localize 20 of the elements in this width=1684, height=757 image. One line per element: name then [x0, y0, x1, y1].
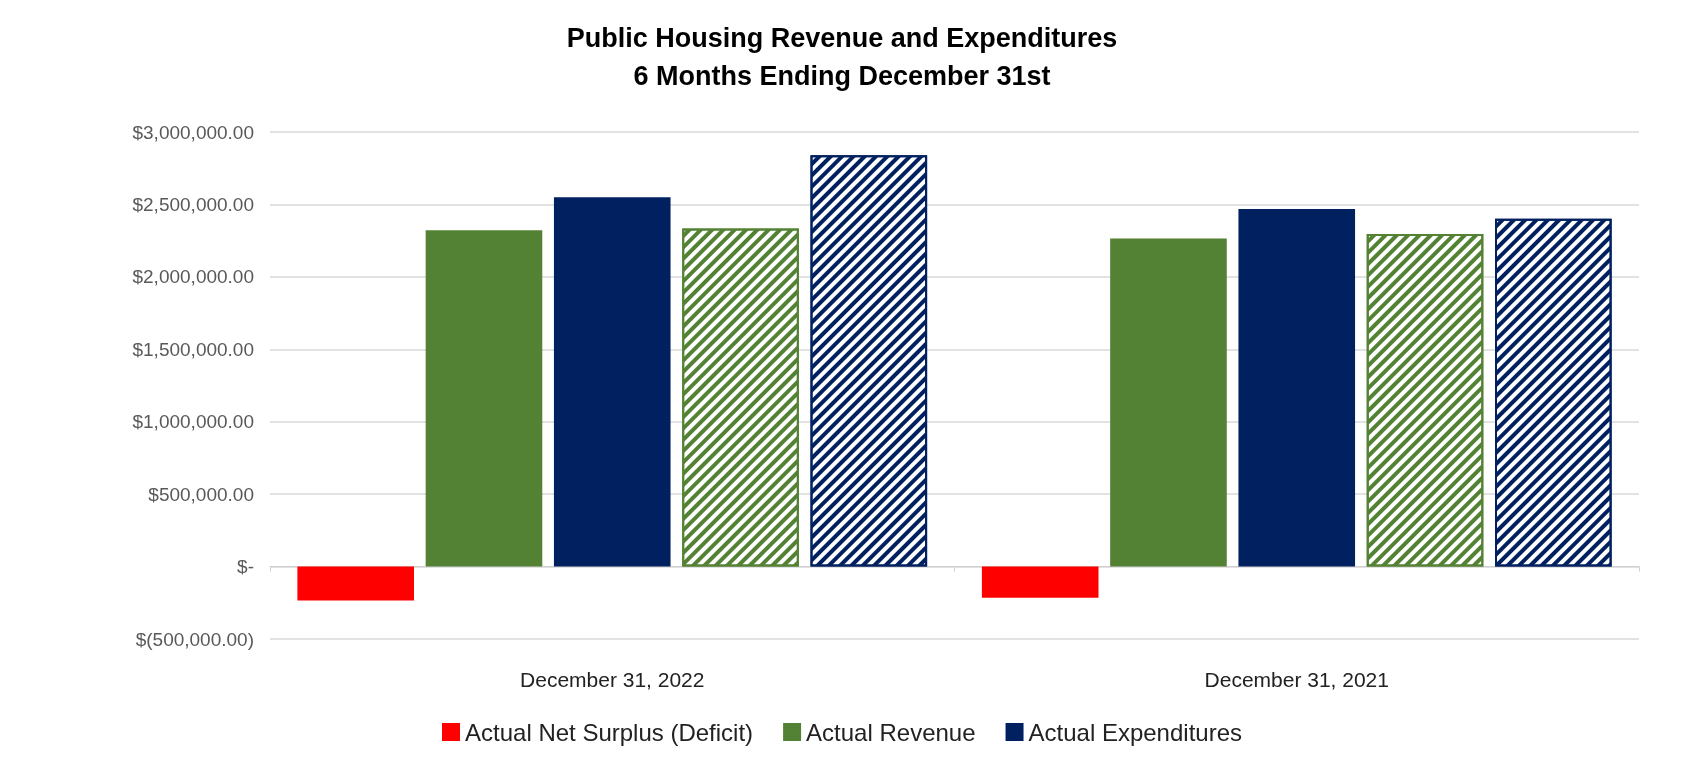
- x-tick-label: December 31, 2021: [1204, 668, 1389, 691]
- y-tick-label: $-: [237, 556, 254, 578]
- bar: [553, 197, 671, 567]
- bar: [297, 566, 414, 601]
- chart-title: Public Housing Revenue and Expenditures 6 Months Ending December 31st: [566, 23, 1118, 91]
- y-tick-label: $1,000,000.00: [132, 411, 254, 433]
- bar: [425, 230, 543, 567]
- bar: [1110, 238, 1227, 567]
- legend-label: Actual Expenditures: [1028, 718, 1243, 746]
- y-tick-label: $3,000,000.00: [132, 121, 254, 143]
- y-tick-label: $2,500,000.00: [132, 193, 254, 215]
- legend-label: Actual Revenue: [806, 718, 976, 746]
- y-tick-label: $(500,000.00): [135, 628, 254, 650]
- x-tick-label: December 31, 2022: [520, 668, 705, 691]
- y-tick-label: $500,000.00: [148, 483, 254, 505]
- y-tick-label: $2,000,000.00: [132, 266, 254, 288]
- bar: [1238, 208, 1356, 567]
- y-tick-label: $1,500,000.00: [132, 338, 254, 360]
- bar: [981, 566, 1099, 598]
- legend-label: Actual Net Surplus (Deficit): [465, 718, 754, 746]
